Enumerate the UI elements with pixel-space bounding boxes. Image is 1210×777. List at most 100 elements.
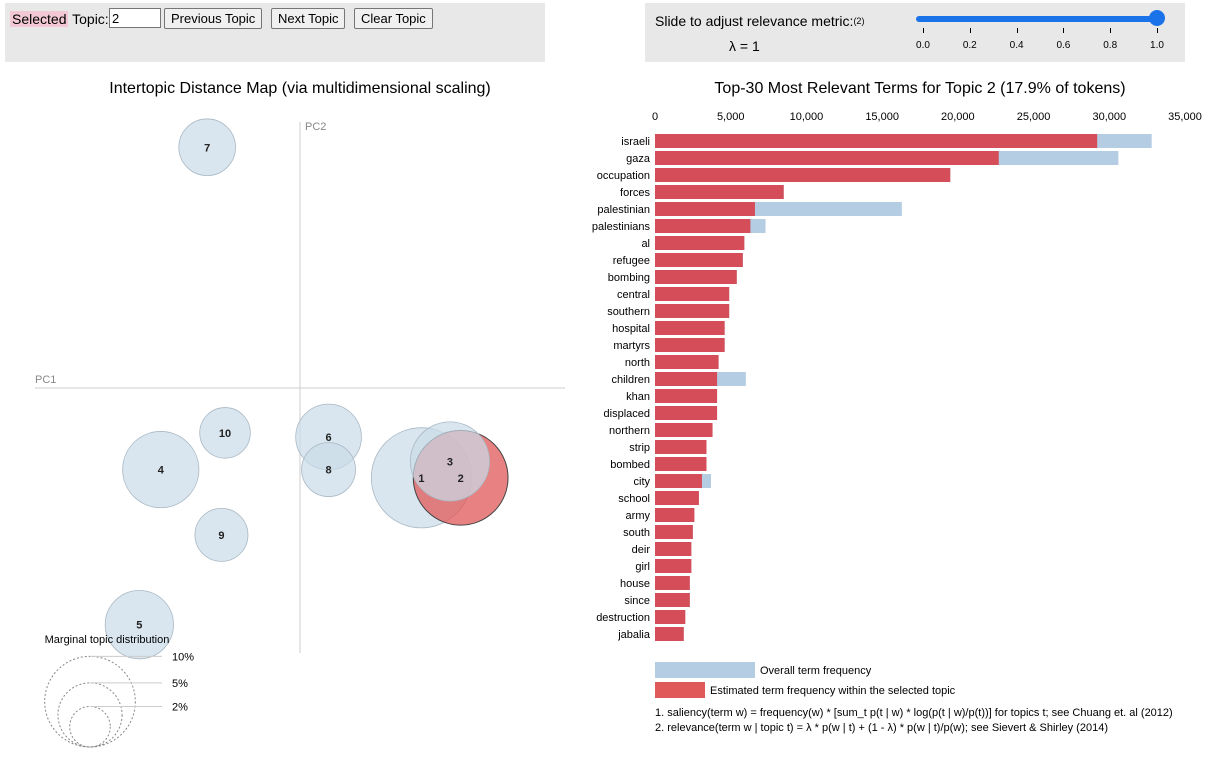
term-label-occupation[interactable]: occupation [597,170,650,182]
term-label-al[interactable]: al [641,238,650,250]
bar-selected-khan[interactable] [655,389,718,403]
x-tick-label: 25,000 [1017,111,1051,123]
term-label-hospital[interactable]: hospital [612,323,650,335]
bar-selected-deir[interactable] [655,542,692,556]
term-label-bombing[interactable]: bombing [608,272,650,284]
bar-selected-forces[interactable] [655,185,784,199]
topic-bubble-10[interactable] [199,407,251,459]
term-label-refugee[interactable]: refugee [613,255,650,267]
bar-selected-southern[interactable] [655,304,730,318]
clear-topic-button[interactable]: Clear Topic [354,8,433,29]
bar-selected-army[interactable] [655,508,695,522]
bar-selected-since[interactable] [655,593,690,607]
marginal-topic-distribution: Marginal topic distribution 10% 5% 2% [44,634,194,748]
legend-overall-swatch [655,662,755,678]
bar-selected-palestinian[interactable] [655,202,755,216]
topic-bubble-label-4: 4 [158,465,165,477]
slider-tick-label: 1.0 [1150,40,1164,51]
bar-selected-destruction[interactable] [655,610,686,624]
slider-tick-mark [923,28,924,33]
footnote-relevance: 2. relevance(term w | topic t) = λ * p(w… [655,722,1108,734]
term-label-forces[interactable]: forces [620,187,650,199]
bar-selected-jabalia[interactable] [655,627,684,641]
term-label-martyrs[interactable]: martyrs [613,340,650,352]
legend-selected-swatch [655,682,705,698]
intertopic-map-title: Intertopic Distance Map (via multidimens… [109,80,491,97]
bar-selected-strip[interactable] [655,440,707,454]
term-label-central[interactable]: central [617,289,650,301]
previous-topic-button[interactable]: Previous Topic [164,8,263,29]
topic-bubble-8[interactable] [301,442,356,497]
topic-bubble-label-2: 2 [458,473,464,485]
term-label-jabalia[interactable]: jabalia [617,629,651,641]
term-label-strip[interactable]: strip [629,442,650,454]
term-label-palestinians[interactable]: palestinians [592,221,651,233]
term-label-khan[interactable]: khan [626,391,650,403]
marginal-label-5: 5% [172,678,188,690]
topic-bubble-9[interactable] [194,507,249,562]
term-label-children[interactable]: children [611,374,650,386]
term-label-destruction[interactable]: destruction [596,612,650,624]
bar-selected-south[interactable] [655,525,693,539]
term-label-house[interactable]: house [620,578,650,590]
topic-bubble-label-10: 10 [219,428,231,440]
topic-bubble-label-6: 6 [325,432,331,444]
slider-tick-label: 0.0 [916,40,930,51]
bar-selected-occupation[interactable] [655,168,951,182]
pc1-axis-label: PC1 [35,374,56,386]
bar-selected-martyrs[interactable] [655,338,725,352]
topic-bubble-4[interactable] [122,431,200,509]
relevance-slider-handle[interactable] [1149,10,1165,26]
term-label-israeli[interactable]: israeli [621,136,650,148]
bar-selected-house[interactable] [655,576,690,590]
bar-selected-bombed[interactable] [655,457,707,471]
term-label-since[interactable]: since [624,595,650,607]
bar-selected-israeli[interactable] [655,134,1098,148]
bar-selected-city[interactable] [655,474,702,488]
term-label-gaza[interactable]: gaza [626,153,651,165]
term-label-southern[interactable]: southern [607,306,650,318]
term-label-city[interactable]: city [634,476,651,488]
slider-tick-mark [1063,28,1065,33]
slider-tick-label: 0.6 [1056,40,1071,51]
topic-bubble-7[interactable] [178,118,236,177]
bar-chart-x-axis: 0 5,000 10,000 15,000 20,000 25,000 30,000 35,0… [652,111,1202,123]
term-label-displaced[interactable]: displaced [604,408,650,420]
next-topic-button[interactable]: Next Topic [271,8,346,29]
selected-highlight: Selected [10,11,69,27]
term-label-school[interactable]: school [618,493,650,505]
term-label-south[interactable]: south [623,527,650,539]
topic-control-panel: Selected Topic: Previous Topic Next Topi… [5,3,545,62]
term-label-north[interactable]: north [625,357,650,369]
relevance-slider-track[interactable] [916,16,1157,22]
marginal-label-2: 2% [172,701,188,713]
topic-bubble-label-5: 5 [136,620,142,632]
term-label-northern[interactable]: northern [609,425,650,437]
bar-selected-northern[interactable] [655,423,713,437]
term-label-bombed[interactable]: bombed [610,459,650,471]
bar-selected-palestinians[interactable] [655,219,751,233]
term-label-girl[interactable]: girl [635,561,650,573]
term-label-deir[interactable]: deir [632,544,651,556]
bar-selected-school[interactable] [655,491,699,505]
bar-selected-refugee[interactable] [655,253,743,267]
relevant-terms-title: Top-30 Most Relevant Terms for Topic 2 (… [714,80,1125,97]
bar-selected-hospital[interactable] [655,321,725,335]
slider-tick-mark [1016,28,1018,33]
bar-selected-displaced[interactable] [655,406,718,420]
term-label-army[interactable]: army [626,510,651,522]
term-label-palestinian[interactable]: palestinian [597,204,650,216]
slider-tick-mark [969,28,971,33]
bar-selected-central[interactable] [655,287,730,301]
selected-topic-label: Selected Topic: [10,11,109,27]
bar-selected-bombing[interactable] [655,270,737,284]
bar-selected-al[interactable] [655,236,745,250]
bar-selected-gaza[interactable] [655,151,999,165]
bar-selected-children[interactable] [655,372,718,386]
topic-bubble-3[interactable] [409,421,490,502]
topic-bubble-5[interactable] [104,590,174,660]
bar-selected-girl[interactable] [655,559,692,573]
topic-number-input[interactable] [109,8,161,28]
bar-selected-north[interactable] [655,355,719,369]
